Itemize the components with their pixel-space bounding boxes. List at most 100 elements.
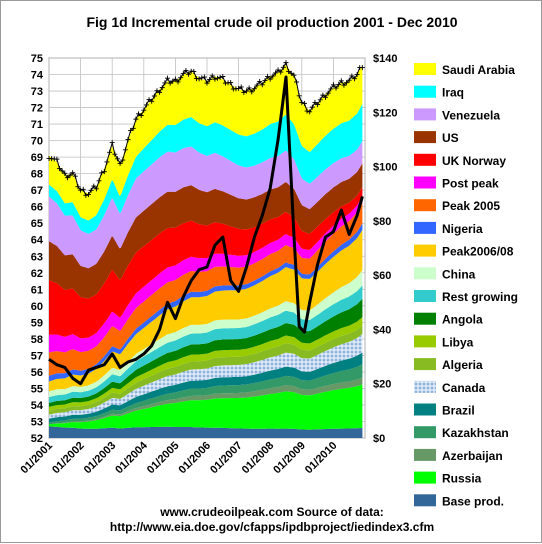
total-marker [136, 111, 142, 117]
total-marker [186, 71, 192, 77]
legend-swatch [414, 358, 436, 371]
total-marker [267, 76, 273, 82]
total-marker [167, 80, 173, 86]
legend-swatch [414, 335, 436, 348]
legend-label: Azerbaijan [442, 449, 503, 463]
legend-label: Nigeria [442, 222, 483, 236]
area-peak2006-08 [49, 229, 363, 392]
legend-swatch [414, 108, 436, 121]
right-axis: $0 $20 $40 $60 $80 $100 $120 $140 [373, 53, 397, 445]
area-kazakhstan [49, 364, 363, 425]
legend-label: Algeria [442, 358, 483, 372]
total-marker [109, 140, 115, 146]
total-marker [307, 109, 313, 115]
total-marker [257, 78, 263, 84]
total-marker [325, 90, 331, 96]
legend-swatch [414, 131, 436, 144]
area-uk-norway [49, 187, 363, 339]
total-marker [201, 74, 207, 80]
area-iraq [49, 103, 363, 234]
left-axis: 52 53 54 55 56 57 58 59 60 61 62 63 64 65 66 67 68 69 70 71… [31, 53, 44, 445]
legend-label: Base prod. [442, 494, 504, 508]
total-marker [354, 72, 360, 78]
total-marker [315, 102, 321, 108]
left-tick-label: 55 [31, 383, 43, 395]
legend-label: Rest growing [442, 290, 518, 304]
left-tick-label: 68 [31, 169, 43, 181]
total-marker [83, 192, 89, 198]
total-marker [241, 89, 247, 95]
total-marker [120, 157, 126, 163]
total-marker [349, 73, 355, 79]
legend-label: Kazakhstan [442, 426, 509, 440]
total-marker [91, 183, 97, 189]
total-marker [344, 80, 350, 86]
legend-label: Peak2006/08 [442, 245, 514, 259]
total-marker [141, 107, 147, 113]
right-tick-label: $40 [373, 324, 391, 336]
total-marker [220, 74, 226, 80]
price-line [48, 75, 364, 386]
left-tick-label: 52 [31, 433, 43, 445]
total-marker [72, 173, 78, 179]
footer-line-2: http://www.eia.doe.gov/cfapps/ipdbprojec… [109, 520, 435, 534]
legend-label: Russia [442, 472, 482, 486]
legend-label: Libya [442, 335, 474, 349]
legend-label: Iraq [442, 86, 464, 100]
area-libya [49, 317, 363, 411]
total-marker [143, 102, 149, 108]
x-tick-label: 01/2008 [240, 440, 277, 477]
total-marker [251, 86, 257, 92]
left-tick-label: 60 [31, 301, 43, 313]
footer-line-1: www.crudeoilpeak.com Source of data: [160, 505, 384, 519]
total-marker [338, 78, 344, 84]
left-tick-label: 61 [31, 284, 43, 296]
legend: Saudi Arabia Iraq Venezuela US UK Norway Post… [414, 63, 518, 508]
right-tick-label: $20 [373, 379, 391, 391]
total-marker [122, 147, 128, 153]
legend-swatch [414, 471, 436, 484]
total-marker [154, 88, 160, 94]
legend-swatch [414, 312, 436, 325]
total-marker [157, 89, 163, 95]
total-marker [346, 77, 352, 83]
total-marker [130, 125, 136, 131]
legend-swatch [414, 426, 436, 439]
total-marker [128, 127, 134, 133]
total-marker [299, 100, 305, 106]
total-marker [341, 82, 347, 88]
total-marker [101, 169, 107, 175]
legend-label: Peak 2005 [442, 199, 500, 213]
legend-swatch [414, 403, 436, 416]
total-marker [59, 168, 65, 174]
total-marker [301, 100, 307, 106]
total-marker [328, 86, 334, 92]
total-marker [104, 159, 110, 165]
total-marker [165, 75, 170, 81]
area-venezuela [49, 141, 363, 269]
x-tick-label: 01/2006 [177, 440, 214, 477]
legend-label: Post peak [442, 177, 499, 191]
area-canada [49, 334, 363, 419]
total-marker [78, 187, 84, 193]
total-marker [236, 85, 242, 91]
total-marker [199, 75, 205, 81]
total-marker [209, 73, 215, 79]
total-marker [296, 93, 302, 99]
total-marker [280, 64, 286, 70]
legend-swatch [414, 448, 436, 461]
total-marker [217, 74, 223, 80]
left-tick-label: 64 [31, 235, 44, 247]
total-marker [62, 170, 68, 176]
area-china [49, 270, 363, 398]
left-tick-label: 65 [31, 218, 43, 230]
total-marker [228, 79, 234, 85]
x-tick-label: 01/2001 [19, 440, 56, 477]
area-russia [49, 384, 363, 430]
total-marker [262, 78, 268, 84]
total-outline [46, 60, 365, 198]
legend-swatch [414, 63, 436, 75]
legend-swatch [414, 267, 436, 280]
total-marker [191, 68, 197, 74]
